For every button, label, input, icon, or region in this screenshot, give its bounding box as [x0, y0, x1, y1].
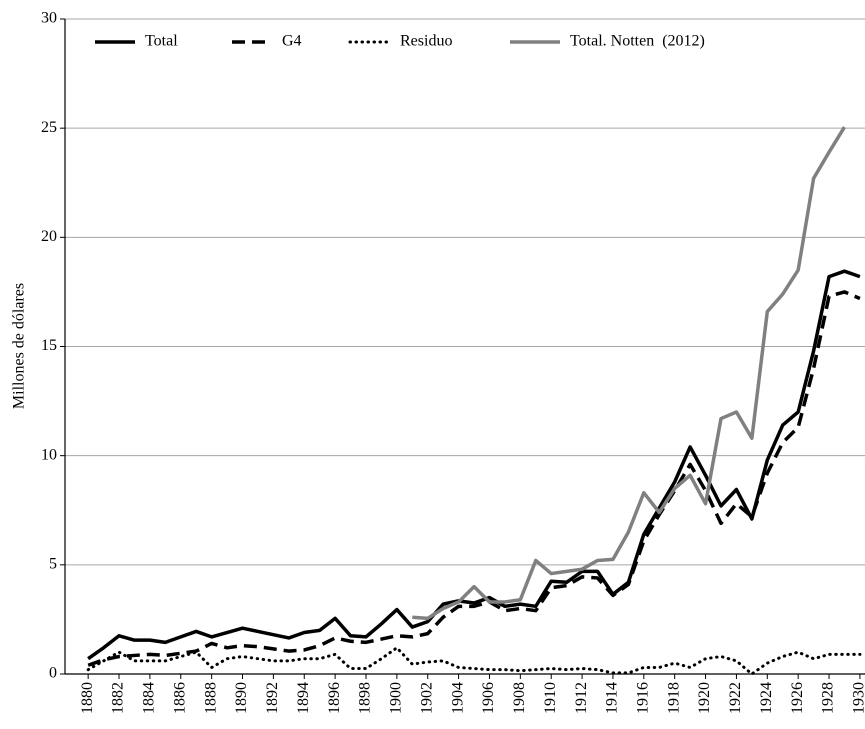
series-line [87, 269, 861, 661]
legend-label: G4 [282, 33, 302, 50]
y-tick-label: 10 [41, 446, 57, 463]
x-tick-label: 1892 [264, 682, 281, 714]
x-tick-label: 1930 [851, 682, 865, 714]
x-tick-label: 1896 [326, 682, 343, 714]
x-tick-label: 1880 [79, 682, 96, 714]
x-tick-label: 1926 [789, 682, 806, 714]
series-line [86, 646, 862, 676]
legend-label: Residuo [400, 33, 452, 50]
legend-label: Total. Notten (2012) [570, 33, 705, 50]
x-tick-label: 1908 [511, 682, 528, 714]
x-tick-label: 1890 [233, 682, 250, 714]
y-tick-label: 25 [41, 119, 57, 136]
x-tick-label: 1886 [171, 682, 188, 714]
y-axis-label: Millones de dólares [11, 283, 28, 409]
x-tick-label: 1910 [542, 682, 559, 714]
y-tick-label: 30 [41, 10, 57, 27]
x-tick-label: 1906 [480, 682, 497, 714]
x-tick-label: 1916 [634, 682, 651, 714]
series-line [87, 290, 861, 667]
y-tick-label: 0 [49, 665, 57, 682]
x-tick-label: 1918 [665, 682, 682, 714]
x-tick-label: 1898 [357, 682, 374, 714]
x-tick-label: 1924 [758, 682, 775, 714]
x-tick-label: 1912 [573, 682, 590, 714]
series-line [412, 126, 846, 621]
x-tick-label: 1888 [202, 682, 219, 714]
legend-label: Total [145, 33, 178, 50]
y-tick-label: 5 [49, 556, 57, 573]
x-tick-label: 1904 [449, 682, 466, 714]
x-tick-label: 1922 [727, 682, 744, 714]
x-tick-label: 1884 [141, 682, 158, 714]
x-tick-label: 1900 [388, 682, 405, 714]
x-tick-label: 1928 [820, 682, 837, 714]
x-tick-label: 1914 [604, 682, 621, 714]
x-tick-label: 1882 [110, 682, 127, 714]
y-tick-label: 20 [41, 228, 57, 245]
x-tick-label: 1894 [295, 682, 312, 714]
y-tick-label: 15 [41, 337, 57, 354]
x-tick-label: 1920 [696, 682, 713, 714]
x-tick-label: 1902 [418, 682, 435, 714]
plot-area [86, 126, 862, 676]
